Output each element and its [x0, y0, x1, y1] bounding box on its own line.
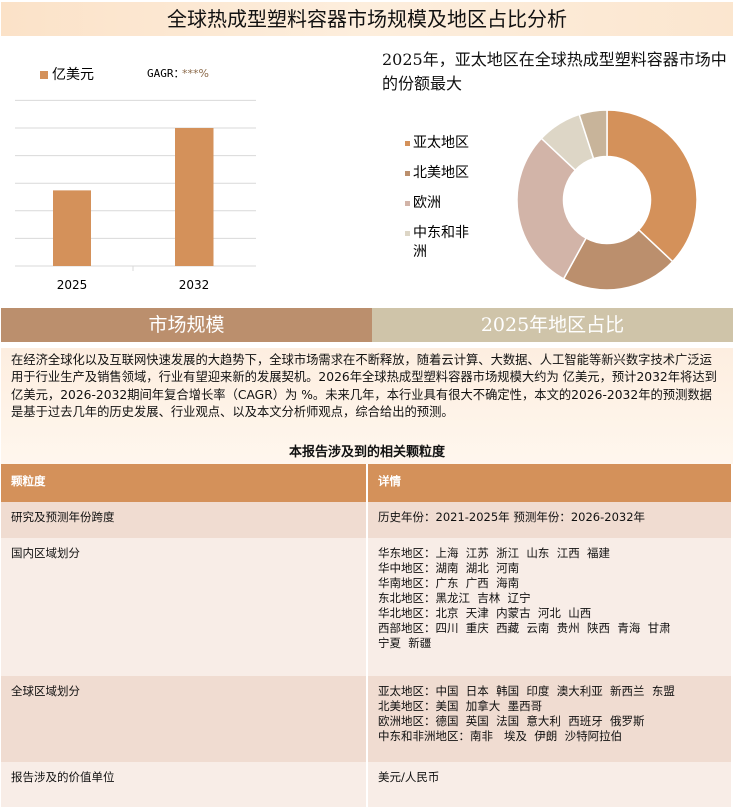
tab-market-size[interactable]: 市场规模: [1, 308, 372, 342]
detail-line: 欧洲地区：德国 英国 法国 意大利 西班牙 俄罗斯: [378, 714, 645, 728]
legend-swatch: [405, 171, 410, 176]
legend-swatch: [405, 231, 410, 236]
legend-label-cont: 洲: [413, 244, 427, 260]
detail-line: 西部地区：四川 重庆 西藏 云南 贵州 陕西 青海 甘肃: [378, 621, 671, 635]
table-header: 颗粒度 详情: [1, 464, 733, 502]
legend-label: 欧洲: [413, 195, 441, 211]
bar-2032: [175, 128, 214, 266]
header-granularity: 颗粒度: [1, 464, 368, 502]
bar-chart: 亿美元 GAGR：***% 2025 2032: [15, 67, 256, 292]
row-details: 华东地区：上海 江苏 浙江 山东 江西 福建 华中地区：湖南 湖北 河南 华南地区：…: [367, 538, 733, 676]
header-details: 详情: [367, 464, 733, 502]
table-row: 全球区域划分 亚太地区：中国 日本 韩国 印度 澳大利亚 新西兰 东盟 北美地区：美…: [1, 676, 733, 762]
table-row: 报告涉及的价值单位 美元/人民币: [1, 762, 733, 807]
legend-label: 北美地区: [413, 165, 469, 181]
detail-line: 华中地区：湖南 湖北 河南: [378, 561, 520, 575]
legend-swatch: [405, 201, 410, 206]
detail-line: 北美地区：美国 加拿大 墨西哥: [378, 699, 543, 713]
row-details: 亚太地区：中国 日本 韩国 印度 澳大利亚 新西兰 东盟 北美地区：美国 加拿大 …: [367, 676, 733, 762]
description: 在经济全球化以及互联网快速发展的大趋势下，全球市场需求在不断释放，随着云计算、大…: [1, 348, 733, 466]
donut-slice-亚太地区: [606, 109, 698, 263]
detail-line: 华北地区：北京 天津 内蒙古 河北 山西: [378, 606, 592, 620]
x-tick-label: 2025: [57, 278, 88, 292]
table-row: 研究及预测年份跨度 历史年份：2021-2025年 预测年份：2026-2032年: [1, 502, 733, 538]
legend-swatch: [405, 141, 410, 146]
detail-line: 华南地区：广东 广西 海南: [378, 576, 520, 590]
table-title: 本报告涉及到的相关颗粒度: [288, 445, 445, 460]
row-label: 研究及预测年份跨度: [1, 502, 368, 538]
table-row: 国内区域划分 华东地区：上海 江苏 浙江 山东 江西 福建 华中地区：湖南 湖北 河…: [1, 538, 733, 676]
donut-slice-欧洲: [516, 137, 588, 280]
annotation-value: ***%: [182, 67, 209, 80]
tab-region-share[interactable]: 2025年地区占比: [372, 308, 733, 342]
legend-label: 亚太地区: [413, 135, 469, 151]
legend-label: 中东和非: [413, 225, 469, 241]
detail-line: 中东和非洲地区：南非 埃及 伊朗 沙特阿拉伯: [378, 729, 623, 743]
detail-line: 美元/人民币: [378, 770, 440, 784]
row-label: 全球区域划分: [1, 676, 368, 762]
row-details: 历史年份：2021-2025年 预测年份：2026-2032年: [367, 502, 733, 538]
annotation-label: GAGR：: [147, 67, 185, 80]
detail-line: 华东地区：上海 江苏 浙江 山东 江西 福建: [378, 546, 611, 560]
row-details: 美元/人民币: [367, 762, 733, 807]
detail-line: 宁夏 新疆: [378, 636, 432, 650]
detail-line: 东北地区：黑龙江 吉林 辽宁: [378, 591, 531, 605]
legend-label: 亿美元: [52, 67, 94, 83]
granularity-table: 颗粒度 详情 研究及预测年份跨度 历史年份：2021-2025年 预测年份：2026…: [1, 464, 733, 807]
row-label: 国内区域划分: [1, 538, 368, 676]
row-label: 报告涉及的价值单位: [1, 762, 368, 807]
x-tick-label: 2032: [179, 278, 210, 292]
bar-2025: [53, 190, 91, 266]
detail-line: 亚太地区：中国 日本 韩国 印度 澳大利亚 新西兰 东盟: [378, 684, 675, 698]
page-title: 全球热成型塑料容器市场规模及地区占比分析: [1, 2, 733, 36]
pie-title: 2025年，亚太地区在全球热成型塑料容器市场中的份额最大: [382, 50, 727, 93]
detail-line: 历史年份：2021-2025年 预测年份：2026-2032年: [378, 510, 646, 524]
legend-swatch: [40, 71, 48, 79]
donut-slice: [578, 109, 608, 160]
donut-slice-北美地区: [562, 228, 674, 291]
